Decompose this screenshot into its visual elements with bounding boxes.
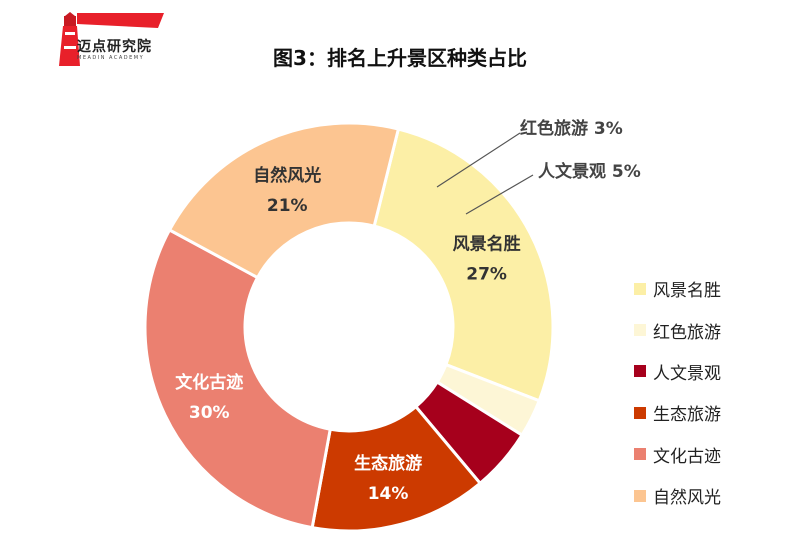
legend-label: 风景名胜 <box>653 281 721 302</box>
slice-label-scenic: 风景名胜 <box>453 234 521 255</box>
slice-value-cultural-heritage: 30% <box>189 403 230 423</box>
legend-label: 红色旅游 <box>653 322 721 343</box>
slice-label-eco-tourism: 生态旅游 <box>354 453 422 474</box>
slice-label-natural-scenery: 自然风光 <box>253 165 321 186</box>
legend-item-scenic: 风景名胜 <box>634 268 721 309</box>
legend-swatch <box>634 365 646 378</box>
legend-swatch <box>634 489 646 502</box>
logo <box>54 10 166 68</box>
slice-value-eco-tourism: 14% <box>368 484 409 504</box>
logo-subtitle: MEADIN ACADEMY <box>77 55 145 61</box>
slice-label-red-tourism: 红色旅游 3% <box>520 118 623 139</box>
legend-label: 自然风光 <box>653 488 721 509</box>
leader-line-cultural-landscape <box>465 174 534 215</box>
leader-line-red-tourism <box>436 132 521 188</box>
legend-label: 人文景观 <box>653 363 721 384</box>
legend-item-cultural-heritage: 文化古迹 <box>634 434 721 475</box>
legend-item-eco-tourism: 生态旅游 <box>634 392 721 433</box>
legend-swatch <box>634 324 646 337</box>
legend-item-cultural-landscape: 人文景观 <box>634 351 721 392</box>
slice-eco-tourism <box>310 404 483 533</box>
legend-item-red-tourism: 红色旅游 <box>634 309 721 350</box>
legend-label: 文化古迹 <box>653 446 721 467</box>
logo-name: 迈点研究院 <box>77 39 152 55</box>
chart-title: 图3：排名上升景区种类占比 <box>273 46 527 70</box>
slice-natural-scenery <box>167 121 401 280</box>
chart-legend: 风景名胜红色旅游人文景观生态旅游文化古迹自然风光 <box>634 268 721 516</box>
slice-value-scenic: 27% <box>466 265 507 285</box>
slice-cultural-heritage <box>143 227 332 530</box>
slice-value-natural-scenery: 21% <box>267 196 308 216</box>
slice-label-cultural-landscape: 人文景观 5% <box>538 161 641 182</box>
lighthouse-icon <box>59 12 164 66</box>
legend-swatch <box>634 406 646 419</box>
legend-swatch <box>634 282 646 295</box>
legend-label: 生态旅游 <box>653 405 721 426</box>
slice-label-cultural-heritage: 文化古迹 <box>175 372 243 393</box>
legend-swatch <box>634 448 646 461</box>
slice-scenic <box>372 127 555 403</box>
legend-item-natural-scenery: 自然风光 <box>634 475 721 516</box>
